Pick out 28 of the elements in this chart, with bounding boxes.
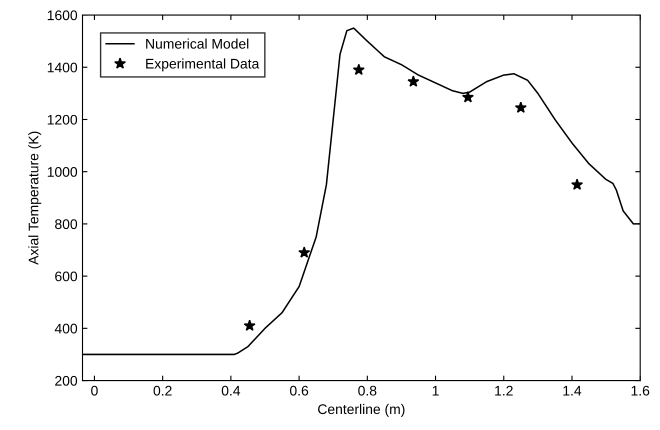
x-tick-label: 1 [432,386,439,396]
point [462,91,474,102]
point [514,101,527,113]
legend-label: Numerical Model [146,38,248,49]
x-tick-label: 1.4 [563,386,582,396]
point [571,178,584,190]
y-tick-label: 200 [55,376,78,386]
y-tick-label: 1000 [48,167,78,177]
y-tick-label: 1200 [48,114,78,125]
y-axis-title: Axial Temperature (K) [28,132,42,265]
point [407,75,420,87]
x-axis-title: Centerline (m) [318,404,404,417]
y-tick-label: 1400 [48,62,78,72]
point [352,64,365,76]
x-tick-label: 0 [91,386,98,396]
y-tick-label: 400 [54,324,78,334]
x-tick-label: 0.6 [290,386,308,396]
x-tick-label: 1.6 [632,386,650,396]
y-tick-label: 1600 [48,10,78,20]
x-tick-label: 0.2 [154,386,172,396]
x-tick-label: 0.4 [222,386,240,396]
legend-label: Experimental Data [146,58,260,72]
x-tick-label: 1.2 [495,386,513,396]
point [244,319,256,331]
y-tick-label: 600 [55,271,78,282]
point [298,246,310,258]
y-tick-label: 800 [55,219,78,230]
x-tick-label: 0.8 [358,386,376,396]
